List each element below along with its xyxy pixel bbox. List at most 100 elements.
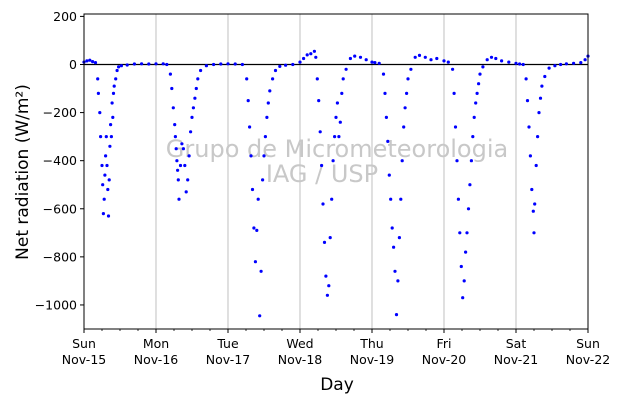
x-tick-weekday: Wed (286, 336, 313, 351)
data-point (389, 197, 393, 201)
data-point (262, 154, 266, 158)
grid-lines (155, 14, 517, 329)
x-axis: SunNov-15MonNov-16TueNov-17WedNov-18ThuN… (62, 329, 610, 367)
data-point (103, 173, 107, 177)
data-point (387, 173, 391, 177)
data-point (393, 269, 397, 273)
data-point (340, 91, 344, 95)
data-point (284, 63, 288, 67)
data-point (534, 163, 538, 168)
data-point (183, 163, 187, 168)
data-point (464, 250, 468, 254)
data-point (413, 55, 417, 59)
data-point (265, 115, 269, 119)
x-tick-weekday: Sun (576, 336, 600, 351)
data-point (147, 62, 151, 66)
data-point (390, 226, 394, 230)
data-point (328, 236, 332, 240)
data-point (475, 91, 479, 95)
data-point (180, 142, 184, 146)
data-point (261, 178, 265, 182)
x-tick-date: Nov-21 (494, 352, 538, 367)
data-point (474, 101, 478, 105)
data-point (196, 77, 200, 81)
x-tick-date: Nov-19 (350, 352, 395, 367)
data-point (204, 64, 208, 68)
data-point (324, 274, 328, 278)
data-points (82, 49, 590, 318)
data-point (104, 135, 108, 139)
data-point (472, 115, 476, 119)
data-point (405, 91, 409, 95)
data-point (446, 60, 450, 64)
data-point (478, 72, 482, 76)
y-tick-label: −600 (43, 201, 77, 216)
data-point (246, 99, 250, 103)
data-point (400, 159, 404, 163)
data-point (399, 197, 403, 201)
data-point (392, 245, 396, 249)
data-point (406, 77, 410, 81)
data-point (461, 296, 465, 300)
data-point (302, 56, 306, 61)
data-point (325, 293, 329, 297)
data-point (278, 64, 282, 68)
data-point (100, 163, 104, 168)
data-point (459, 264, 463, 269)
data-point (154, 62, 158, 66)
data-point (109, 123, 113, 127)
data-point (256, 197, 260, 201)
data-point (174, 147, 178, 151)
data-point (106, 214, 111, 218)
data-point (455, 159, 459, 163)
data-point (384, 115, 388, 119)
data-point (111, 91, 116, 95)
y-tick-label: −200 (43, 105, 77, 120)
data-point (583, 58, 587, 62)
data-point (518, 62, 522, 66)
data-point (465, 231, 469, 235)
x-tick-weekday: Sun (72, 336, 96, 351)
data-point (358, 55, 363, 59)
data-point (543, 74, 547, 79)
x-tick-date: Nov-22 (566, 352, 610, 367)
data-point (101, 183, 105, 187)
x-tick-date: Nov-15 (62, 352, 106, 367)
data-point (423, 55, 427, 59)
x-tick-date: Nov-20 (422, 352, 467, 367)
data-point (171, 106, 175, 110)
data-point (219, 62, 223, 66)
data-point (187, 154, 191, 158)
data-point (403, 106, 407, 110)
data-point (109, 135, 113, 139)
data-point (88, 58, 92, 62)
data-point (471, 135, 475, 139)
data-point (273, 68, 278, 73)
data-point (102, 197, 106, 201)
data-point (514, 61, 518, 65)
data-point (193, 96, 197, 100)
data-point (481, 65, 485, 69)
data-point (540, 84, 544, 88)
data-point (333, 135, 337, 139)
data-point (253, 260, 257, 264)
data-point (190, 115, 194, 119)
data-point (525, 99, 530, 103)
data-point (353, 54, 357, 58)
x-tick-weekday: Fri (437, 336, 452, 351)
data-point (370, 60, 374, 64)
data-point (527, 125, 531, 129)
data-point (528, 154, 533, 158)
data-point (291, 62, 295, 67)
y-tick-label: −800 (43, 249, 77, 264)
data-point (579, 61, 583, 65)
data-point (91, 60, 95, 64)
data-point (112, 84, 116, 88)
data-point (249, 154, 253, 158)
data-point (96, 77, 100, 81)
data-point (507, 60, 511, 64)
data-point (553, 64, 557, 68)
data-point (99, 135, 103, 139)
x-tick-date: Nov-16 (134, 352, 179, 367)
data-point (175, 159, 179, 163)
